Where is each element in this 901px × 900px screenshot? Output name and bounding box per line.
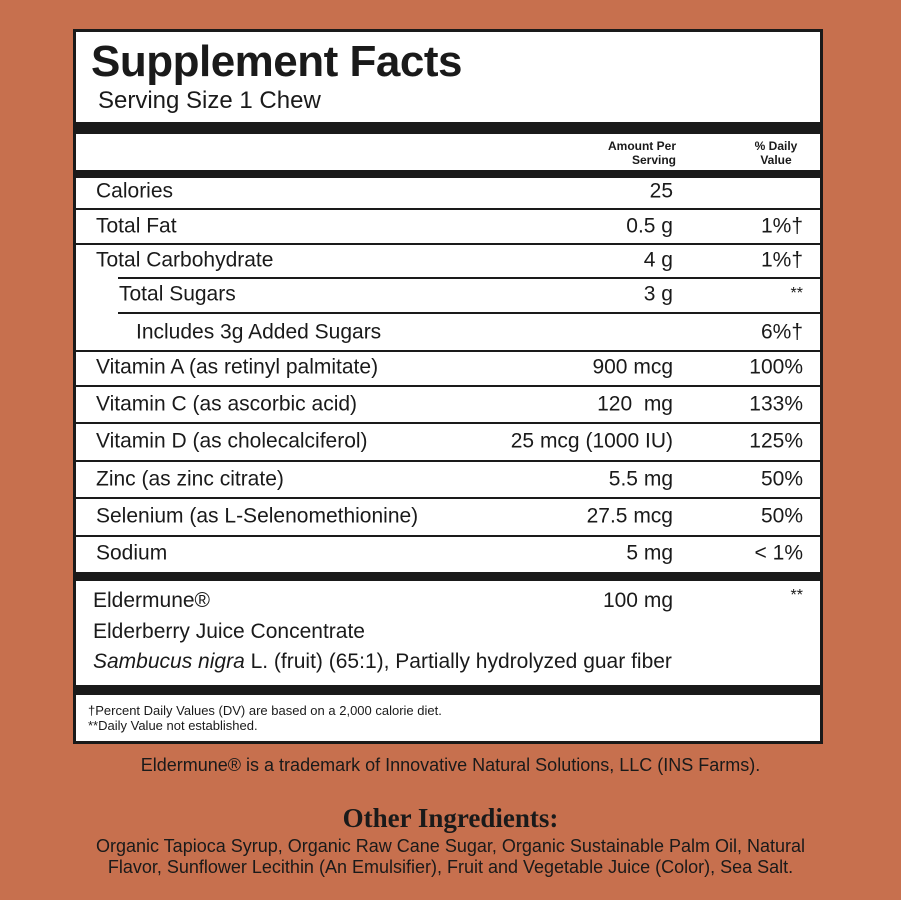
divider [76,572,820,581]
divider [76,170,820,178]
nutrient-name: Sodium [96,541,168,565]
blend-name: Eldermune® [93,589,211,612]
daily-value: 1%† [760,214,803,238]
dv-header: % Daily Value [754,139,798,167]
nutrient-name: Includes 3g Added Sugars [136,320,382,344]
daily-value: 50% [760,467,803,491]
amount-header: Amount Per Serving [607,139,676,167]
footnote: **Daily Value not established. [88,718,258,733]
daily-value: 125% [749,429,803,453]
facts-panel [73,29,823,744]
daily-value: 1%† [760,248,803,272]
blend-line: Sambucus nigra L. (fruit) (65:1), Partia… [93,651,672,672]
amount: 25 [649,179,673,203]
blend-line: Elderberry Juice Concentrate [93,620,365,643]
row-separator [76,385,820,387]
ingredients-heading: Other Ingredients: [342,803,559,833]
nutrient-name: Calories [96,179,174,203]
amount: 5.5 mg [608,467,673,491]
row-separator [118,277,820,279]
nutrient-name: Total Carbohydrate [96,248,274,272]
amount: 900 mcg [592,355,673,379]
amount: 0.5 g [626,214,673,238]
row-separator [76,422,820,424]
daily-value: 50% [760,504,803,528]
ingredients-line: Organic Tapioca Syrup, Organic Raw Cane … [95,836,805,856]
daily-value: 133% [749,392,803,416]
amount: 3 g [643,282,673,306]
species: Sambucus nigra [93,650,245,673]
serving-size: Serving Size 1 Chew [98,87,321,114]
divider [76,122,820,134]
blend-amount: 100 mg [602,589,673,612]
row-separator [76,535,820,537]
nutrient-name: Selenium (as L-Selenomethionine) [96,504,419,528]
ingredients-line: Flavor, Sunflower Lecithin (An Emulsifie… [107,857,794,877]
daily-value: < 1% [754,541,803,565]
nutrient-name: Zinc (as zinc citrate) [96,467,284,491]
row-separator [76,460,820,462]
row-separator [76,243,820,245]
daily-value: 100% [749,355,803,379]
nutrient-name: Vitamin D (as cholecalciferol) [96,429,368,453]
nutrient-name: Vitamin C (as ascorbic acid) [96,392,358,416]
nutrient-name: Vitamin A (as retinyl palmitate) [96,355,379,379]
divider [76,685,820,695]
amount: 4 g [643,248,673,272]
blend-detail: L. (fruit) (65:1), Partially hydrolyzed … [244,650,672,673]
row-separator [76,497,820,499]
amount: 25 mcg (1000 IU) [510,429,673,453]
daily-value: 6%† [760,320,803,344]
amount: 5 mg [626,541,673,565]
row-separator [118,312,820,314]
nutrient-name: Total Fat [96,214,177,238]
row-separator [76,350,820,352]
footnote: †Percent Daily Values (DV) are based on … [88,703,442,718]
amount: 120 mg [597,392,673,416]
nutrient-name: Total Sugars [119,282,236,306]
title: Supplement Facts [91,37,462,86]
daily-value: ** [790,285,803,302]
blend-dv: ** [790,587,803,604]
trademark: Eldermune® is a trademark of Innovative … [140,755,761,775]
amount: 27.5 mcg [586,504,673,528]
row-separator [76,208,820,210]
